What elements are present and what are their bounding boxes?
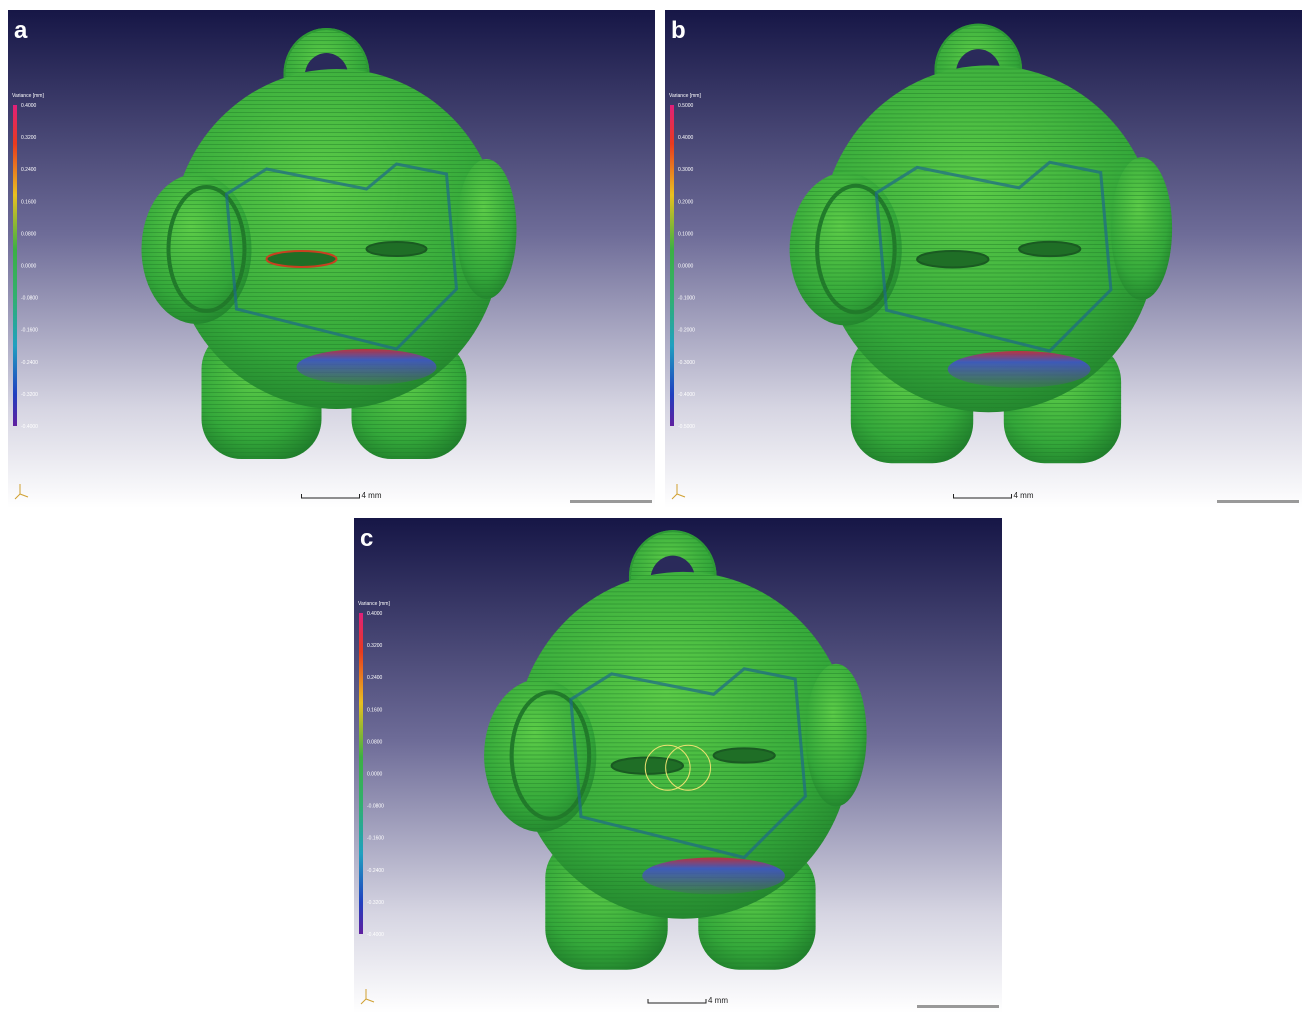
legend-tick-label: -0.3000 (678, 360, 695, 366)
scale-label: 4 mm (362, 491, 382, 500)
panel: a Variance [mm] 0.4000 0.3200 0.2400 0.1600 0.… (8, 10, 655, 508)
legend-tick-label: 0.5000 (678, 103, 694, 109)
legend-tick-label: 0.4000 (21, 103, 37, 109)
panel: b Variance [mm] 0.5000 0.4000 0.3000 0.2000 0.… (665, 10, 1302, 508)
legend-tick-label: -0.1600 (21, 328, 38, 334)
legend-tick-label: 0.1000 (678, 231, 694, 237)
watermark (1217, 500, 1299, 503)
legend-tick-label: 0.4000 (678, 135, 694, 141)
ear-right-layers (457, 159, 517, 299)
deviation-band (948, 351, 1091, 388)
ear-right-layers (805, 664, 866, 807)
legend-tick-label: -0.2000 (678, 328, 695, 334)
panel-label: c (360, 525, 373, 552)
legend-tick-label: 0.1600 (367, 707, 383, 713)
eye-right (1019, 242, 1080, 256)
eye-right (367, 242, 427, 256)
legend-tick-label: 0.0800 (367, 739, 383, 745)
color-bar (670, 105, 674, 426)
color-bar (359, 613, 363, 934)
scale-label: 4 mm (708, 996, 728, 1005)
deviation-band (642, 858, 785, 895)
panel-label: a (14, 17, 28, 44)
eye-left (917, 251, 988, 267)
legend-title: Variance [mm] (669, 93, 701, 99)
legend-tick-label: -0.4000 (367, 932, 384, 938)
legend-tick-label: -0.0800 (21, 296, 38, 302)
legend-title: Variance [mm] (12, 93, 44, 99)
watermark (917, 1005, 999, 1008)
legend-tick-label: 0.0000 (367, 772, 383, 778)
scan-view: b Variance [mm] 0.5000 0.4000 0.3000 0.2000 0.… (665, 10, 1302, 508)
legend-tick-label: -0.1600 (367, 836, 384, 842)
legend-title: Variance [mm] (358, 601, 390, 607)
legend-tick-label: 0.3200 (21, 135, 37, 141)
panel-label: b (671, 17, 686, 44)
figure: a Variance [mm] 0.4000 0.3200 0.2400 0.1600 0.… (0, 0, 1302, 1013)
legend-tick-label: 0.0000 (678, 264, 694, 270)
color-bar (13, 105, 17, 426)
legend-tick-label: -0.3200 (367, 900, 384, 906)
panel: c Variance [mm] 0.4000 0.3200 0.2400 0.1600 0.… (354, 518, 1002, 1013)
legend-tick-label: 0.1600 (21, 199, 37, 205)
legend-tick-label: 0.2400 (21, 167, 37, 173)
legend-tick-label: -0.2400 (21, 360, 38, 366)
eye-left (267, 251, 337, 267)
legend-tick-label: 0.3200 (367, 643, 383, 649)
scan-view: c Variance [mm] 0.4000 0.3200 0.2400 0.1600 0.… (354, 518, 1002, 1013)
scale-label: 4 mm (1014, 491, 1034, 500)
legend-tick-label: 0.3000 (678, 167, 694, 173)
eye-left (612, 758, 683, 774)
legend-tick-label: 0.0800 (21, 231, 37, 237)
legend-tick-label: 0.4000 (367, 611, 383, 617)
legend-tick-label: 0.2000 (678, 199, 694, 205)
scan-view: a Variance [mm] 0.4000 0.3200 0.2400 0.1600 0.… (8, 10, 655, 508)
legend-tick-label: -0.4000 (21, 424, 38, 430)
eye-right (714, 748, 775, 762)
ear-right-layers (1111, 157, 1172, 300)
legend-tick-label: -0.0800 (367, 804, 384, 810)
legend-tick-label: -0.4000 (678, 392, 695, 398)
legend-tick-label: -0.5000 (678, 424, 695, 430)
legend-tick-label: 0.0000 (21, 264, 37, 270)
legend-tick-label: -0.2400 (367, 868, 384, 874)
legend-tick-label: -0.3200 (21, 392, 38, 398)
watermark (570, 500, 652, 503)
legend-tick-label: -0.1000 (678, 296, 695, 302)
legend-tick-label: 0.2400 (367, 675, 383, 681)
deviation-band (297, 349, 437, 385)
